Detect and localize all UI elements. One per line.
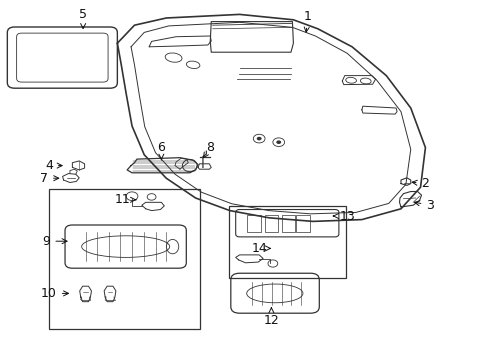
Circle shape <box>256 137 261 140</box>
Text: 1: 1 <box>304 10 311 32</box>
Text: 8: 8 <box>203 141 214 158</box>
Text: 12: 12 <box>263 308 279 327</box>
Text: 14: 14 <box>251 242 270 255</box>
Bar <box>49 189 200 329</box>
Text: 13: 13 <box>333 210 354 222</box>
Text: 7: 7 <box>40 172 59 185</box>
Text: 9: 9 <box>42 235 67 248</box>
Bar <box>281 215 295 232</box>
Text: 6: 6 <box>157 141 165 160</box>
Bar <box>228 206 346 278</box>
Text: 2: 2 <box>411 177 428 190</box>
Circle shape <box>276 140 281 144</box>
Bar <box>247 215 261 232</box>
Text: 11: 11 <box>114 193 136 206</box>
Text: 4: 4 <box>45 159 62 172</box>
Bar <box>296 215 309 232</box>
Text: 5: 5 <box>79 8 87 28</box>
Text: 3: 3 <box>414 199 433 212</box>
Bar <box>264 215 278 232</box>
Text: 10: 10 <box>41 287 68 300</box>
